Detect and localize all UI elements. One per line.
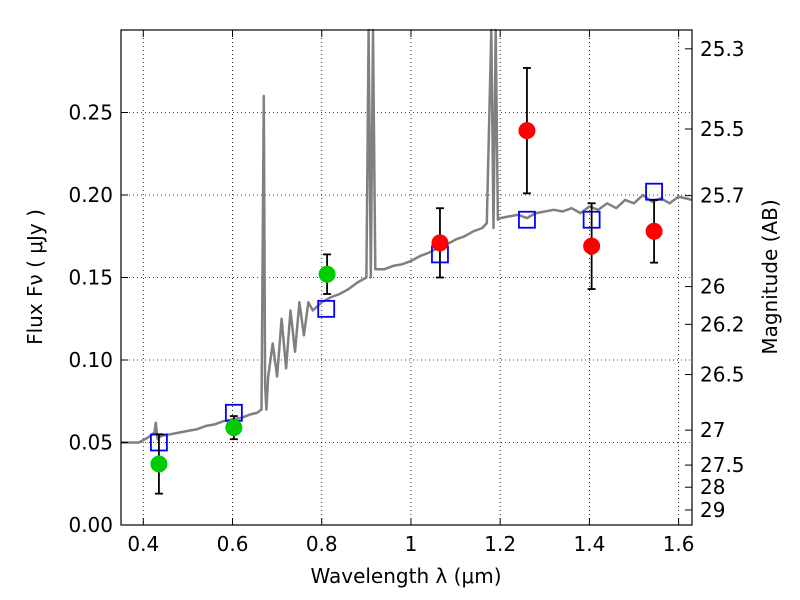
- data-point: [518, 122, 536, 140]
- model-photometry-square: [317, 299, 336, 318]
- right-tick-label: 26.5: [700, 363, 745, 387]
- x-tick-label: 1.6: [663, 532, 695, 556]
- data-point: [150, 455, 168, 473]
- data-point: [318, 265, 336, 283]
- right-tick-label: 25.3: [700, 37, 745, 61]
- plot-frame: [120, 29, 693, 526]
- right-tick-label: 25.7: [700, 184, 745, 208]
- model-spectrum-line: [121, 28, 693, 444]
- right-tick-label: 28: [700, 475, 725, 499]
- right-tick-label: 29: [700, 498, 725, 522]
- right-axis-label: Magnitude (AB): [758, 199, 782, 354]
- x-tick-label: 1: [405, 532, 418, 556]
- data-point: [645, 222, 663, 240]
- right-tick-label: 27.5: [700, 453, 745, 477]
- data-point: [583, 237, 601, 255]
- right-tick-label: 26: [700, 275, 725, 299]
- right-tick-label: 25.5: [700, 117, 745, 141]
- right-tick-label: 27: [700, 418, 725, 442]
- x-tick-label: 0.8: [306, 532, 338, 556]
- y-tick-label: 0.15: [68, 266, 113, 290]
- y-tick-label: 0.20: [68, 183, 113, 207]
- right-tick-label: 26.2: [700, 312, 745, 336]
- y-axis-label: Flux Fν ( μJy ): [23, 209, 47, 345]
- ticks: 0.4 0.6 0.8 1 1.2 1.4 1.6 0.00 0.05 0.10 0.15 0.20 0…: [68, 30, 745, 556]
- y-tick-label: 0.00: [68, 513, 113, 537]
- model-photometry-square: [645, 182, 663, 201]
- data-point: [431, 234, 449, 252]
- y-tick-label: 0.05: [68, 431, 113, 455]
- model-photometry-square: [518, 210, 536, 229]
- y-tick-label: 0.25: [68, 101, 113, 125]
- x-tick-label: 1.2: [484, 532, 516, 556]
- x-axis-label: Wavelength λ (μm): [310, 564, 501, 588]
- data-point: [225, 419, 243, 437]
- x-tick-label: 1.4: [573, 532, 605, 556]
- grid: [121, 30, 692, 526]
- y-tick-label: 0.10: [68, 348, 113, 372]
- x-tick-label: 0.6: [217, 532, 249, 556]
- data-layer: [121, 28, 693, 495]
- x-tick-label: 0.4: [127, 532, 159, 556]
